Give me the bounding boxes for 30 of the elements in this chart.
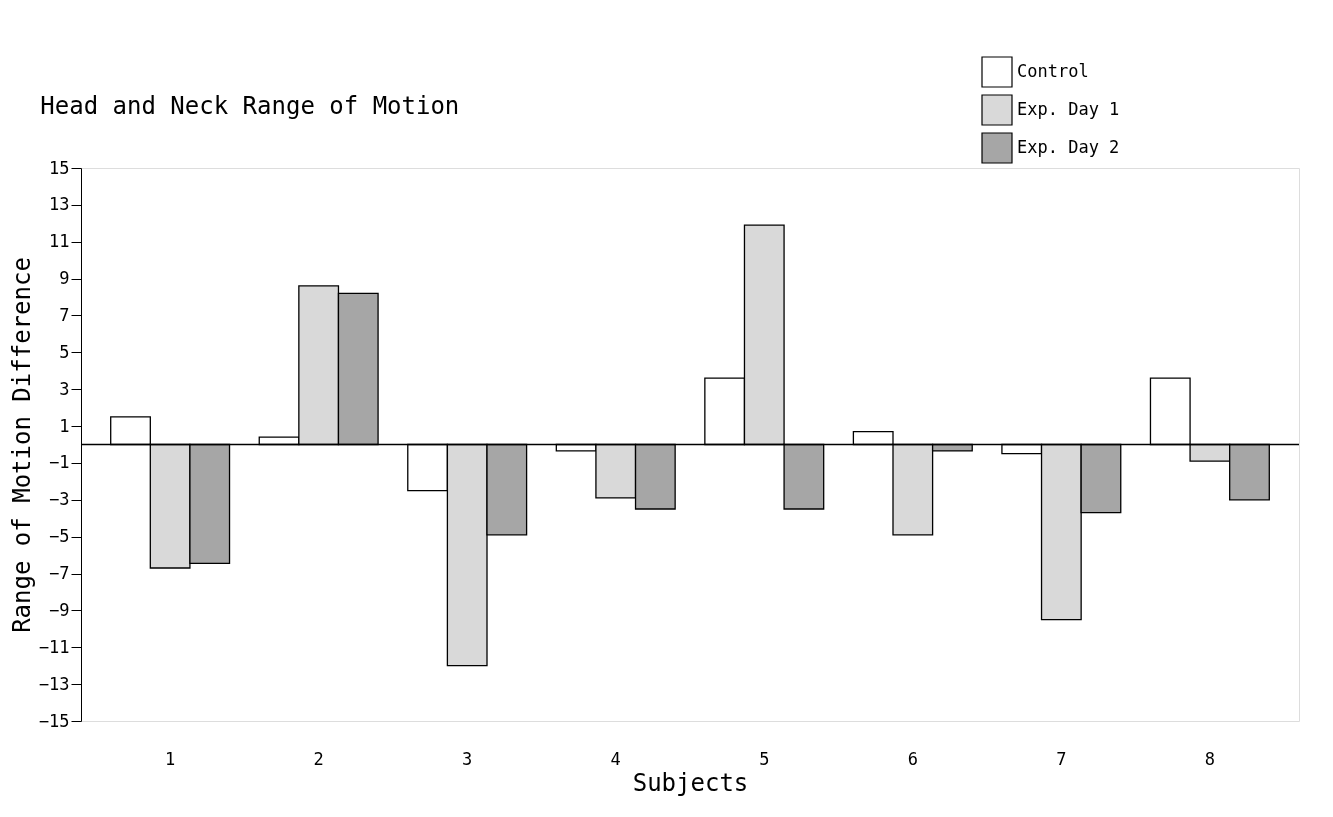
y-tick-label: 11 — [49, 231, 70, 252]
x-tick-label: 7 — [1056, 748, 1067, 769]
y-tick-label: 3 — [59, 378, 70, 399]
y-tick-label: −11 — [38, 636, 70, 657]
x-tick-label: 5 — [759, 748, 770, 769]
y-tick-label: 13 — [49, 194, 70, 215]
y-tick-label: −15 — [38, 710, 70, 731]
y-tick-label: 7 — [59, 304, 70, 325]
x-tick-label: 4 — [610, 748, 621, 769]
x-tick-label: 1 — [165, 748, 176, 769]
x-tick-label: 3 — [462, 748, 473, 769]
x-tick-label: 6 — [907, 748, 918, 769]
legend-label: Exp. Day 1 — [1017, 99, 1120, 119]
y-tick-label: −5 — [49, 526, 70, 547]
y-tick-label: −13 — [38, 673, 70, 694]
x-axis-title: Subjects — [632, 768, 749, 797]
y-tick-label: −3 — [49, 489, 70, 510]
y-tick-label: −9 — [49, 599, 70, 620]
y-axis-title: Range of Motion Difference — [7, 257, 36, 633]
legend-label: Control — [1017, 61, 1089, 81]
y-tick-label: 5 — [59, 341, 70, 362]
y-tick-label: −7 — [49, 563, 70, 584]
y-tick-label: 15 — [49, 157, 70, 178]
y-tick-label: 1 — [59, 415, 70, 436]
y-tick-label: 9 — [59, 268, 70, 289]
x-tick-label: 8 — [1204, 748, 1215, 769]
legend-label: Exp. Day 2 — [1017, 137, 1120, 157]
x-tick-label: 2 — [313, 748, 324, 769]
chart-title: Head and Neck Range of Motion — [40, 92, 460, 120]
y-tick-label: −1 — [49, 452, 70, 473]
